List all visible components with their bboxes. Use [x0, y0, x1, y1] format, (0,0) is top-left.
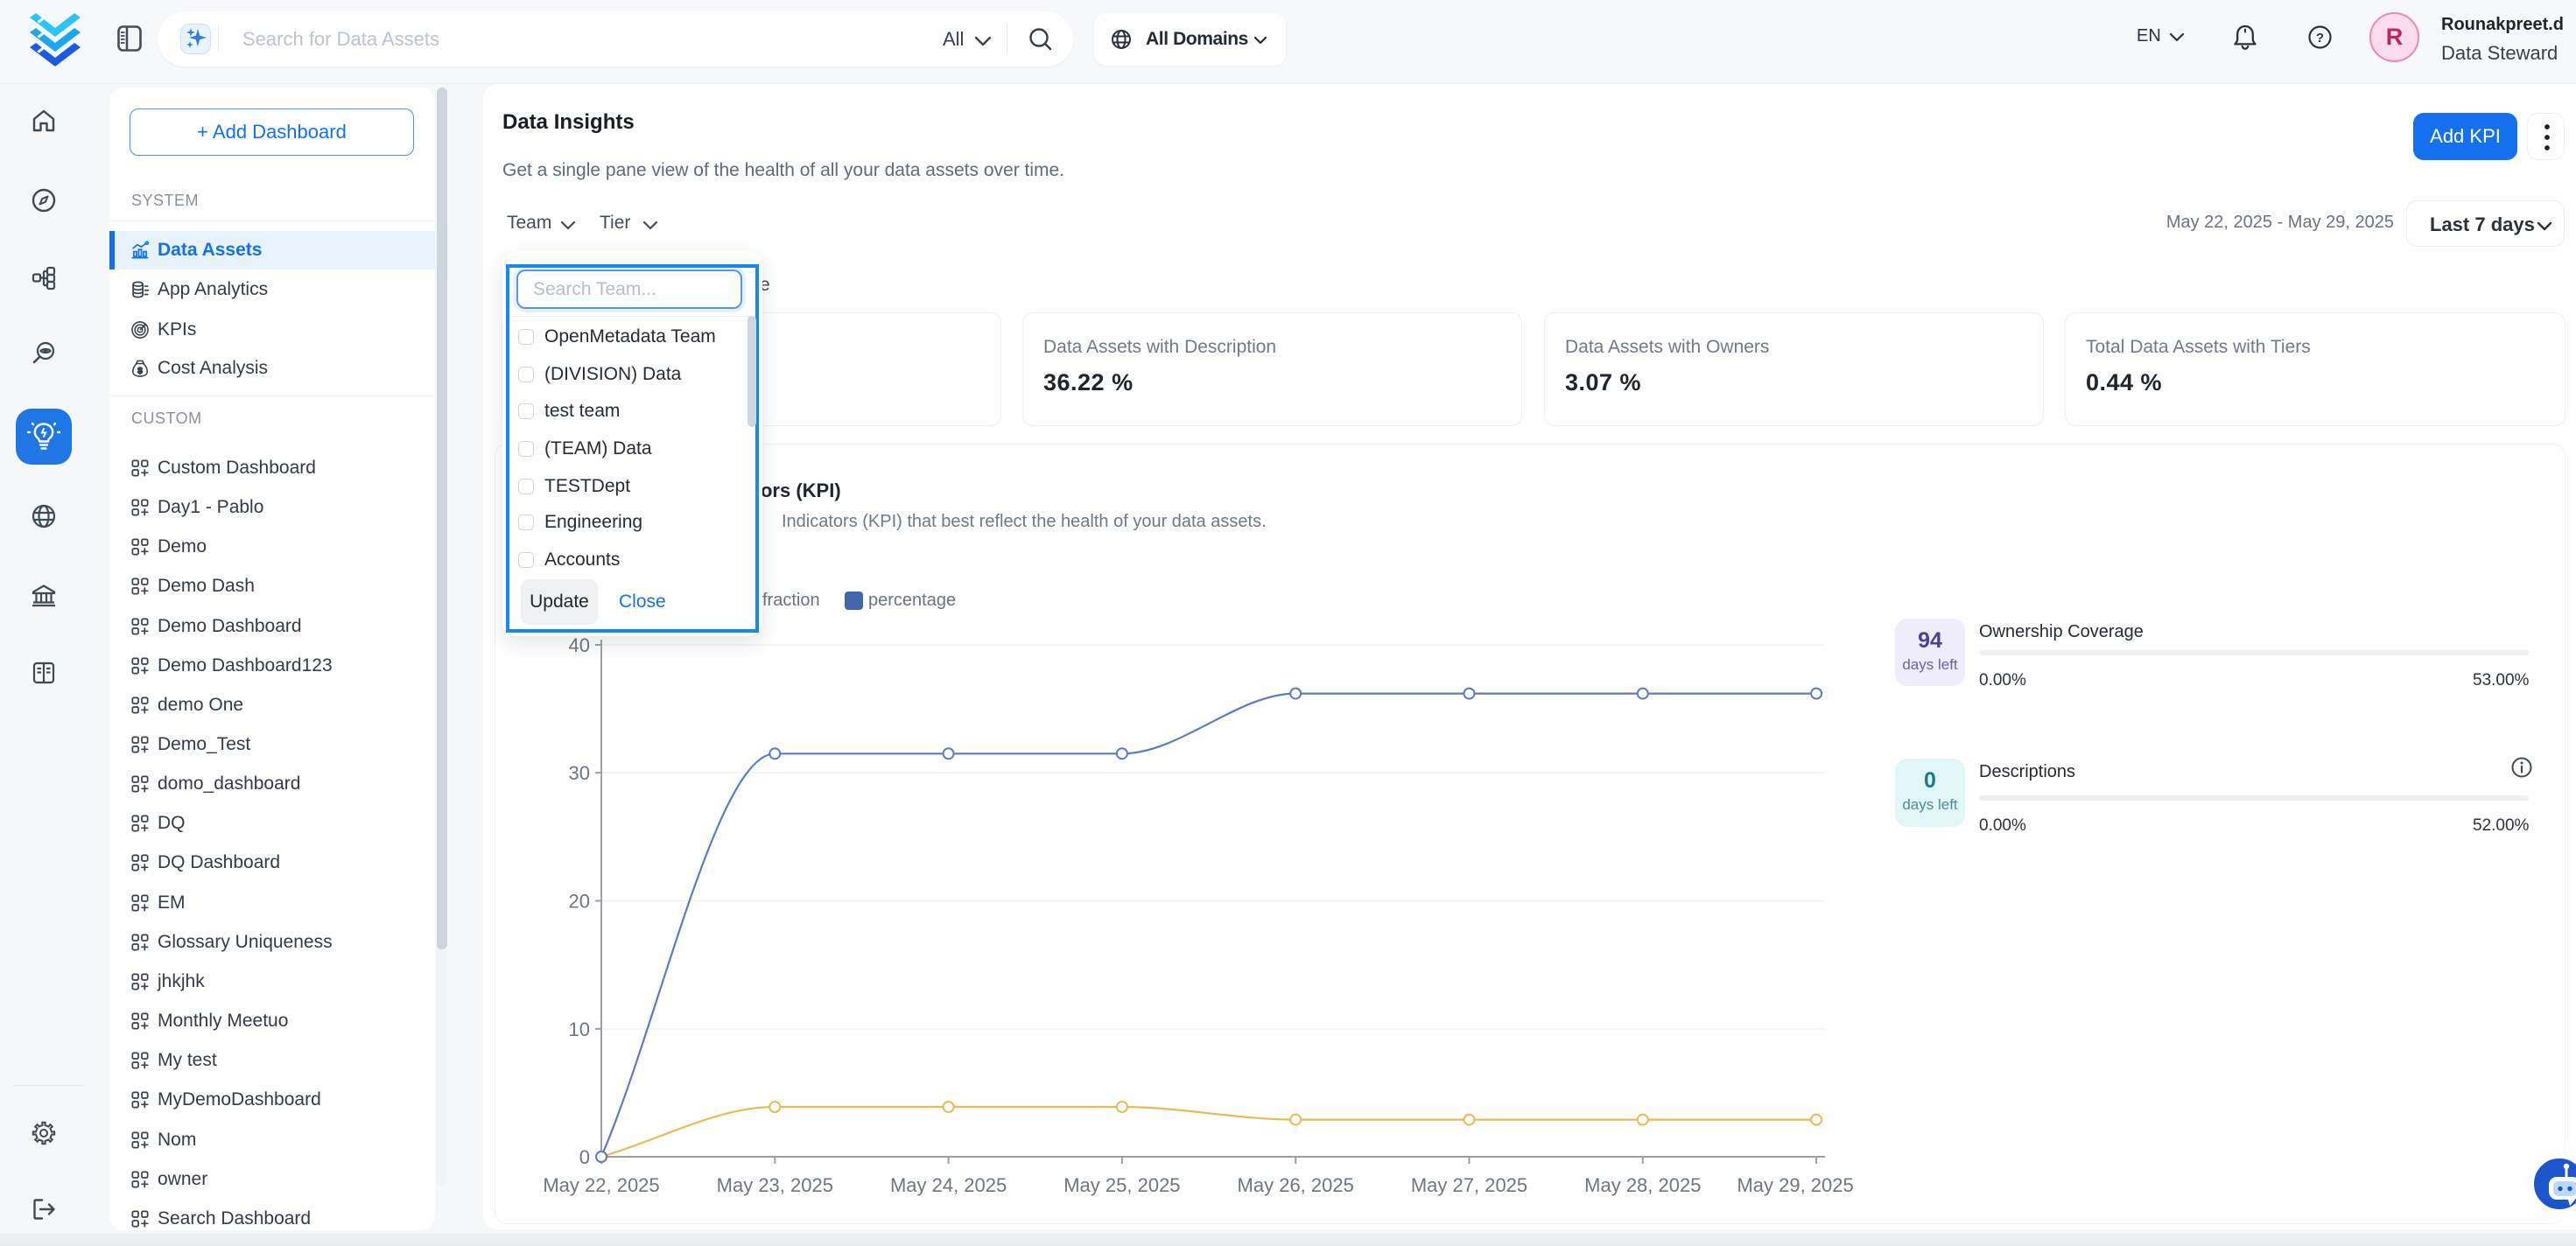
svg-text:May 22, 2025: May 22, 2025 [543, 1174, 659, 1196]
svg-text:May 27, 2025: May 27, 2025 [1411, 1174, 1527, 1196]
svg-text:$: $ [137, 366, 143, 375]
svg-text:May 24, 2025: May 24, 2025 [890, 1174, 1007, 1196]
svg-text:May 25, 2025: May 25, 2025 [1063, 1174, 1180, 1196]
svg-text:May 29, 2025: May 29, 2025 [1737, 1174, 1853, 1196]
svg-text:40: 40 [569, 634, 590, 656]
svg-text:10: 10 [569, 1018, 590, 1040]
svg-text:May 26, 2025: May 26, 2025 [1238, 1174, 1354, 1196]
svg-text:20: 20 [569, 891, 590, 913]
svg-text:May 28, 2025: May 28, 2025 [1584, 1174, 1701, 1196]
svg-text:?: ? [2316, 31, 2324, 46]
svg-text:30: 30 [569, 762, 590, 784]
svg-text:May 23, 2025: May 23, 2025 [717, 1174, 833, 1196]
svg-text:0: 0 [579, 1146, 590, 1168]
